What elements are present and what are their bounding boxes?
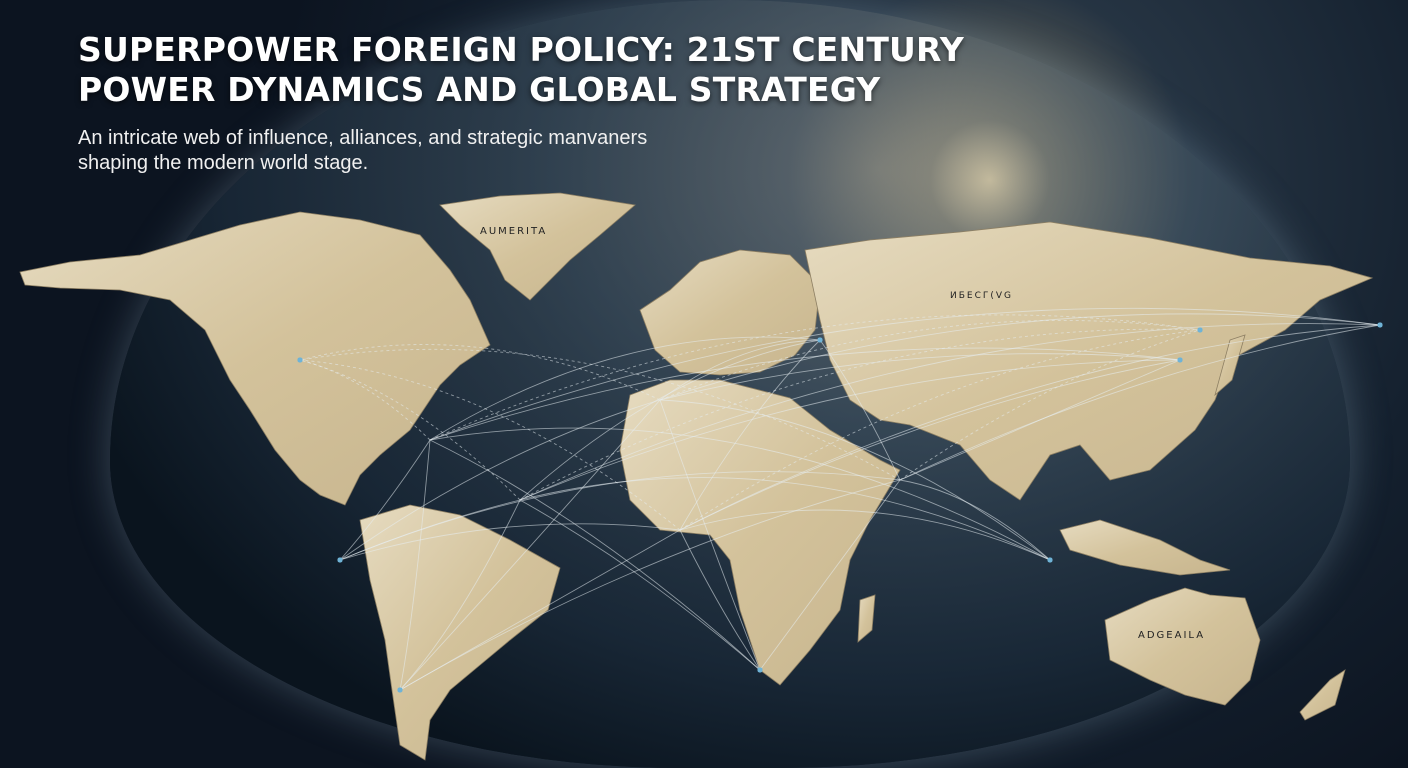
route-arc (659, 313, 1381, 401)
route-arc (429, 307, 1381, 441)
page-title: SUPERPOWER FOREIGN POLICY: 21ST CENTURY … (78, 30, 964, 110)
route-arc (429, 427, 1051, 561)
europe (639, 249, 821, 376)
route-arc (399, 499, 521, 691)
greenland (439, 192, 636, 301)
route-arc (679, 329, 1201, 531)
route-arc (679, 324, 1381, 531)
route-arc (519, 323, 1381, 501)
north-america (19, 211, 491, 506)
route-marker (1377, 322, 1383, 328)
route-marker (1047, 557, 1053, 563)
route-arc (399, 399, 661, 691)
new-zealand (1299, 669, 1346, 721)
map-label-asia: ИБЕСГ(VG (950, 291, 1014, 301)
route-arc (659, 339, 821, 401)
route-arc (399, 439, 431, 691)
route-arc (519, 477, 1051, 561)
route-arc (679, 339, 821, 531)
route-marker (1177, 357, 1183, 363)
map-label-australia: ADGEAILA (1138, 630, 1206, 641)
madagascar (857, 594, 876, 643)
route-arc (899, 479, 1051, 561)
map-label-greenland: AUMERITA (480, 226, 548, 237)
route-arc (659, 319, 1201, 401)
connection-routes (299, 307, 1381, 691)
route-arc (659, 353, 1181, 401)
australia (1104, 587, 1261, 706)
route-arc (399, 479, 901, 691)
route-arc (519, 328, 1201, 501)
south-america (359, 504, 561, 761)
route-arc (519, 339, 821, 501)
route-arc (429, 336, 821, 441)
route-arc (339, 471, 901, 561)
route-arc (679, 509, 1051, 561)
route-arc (659, 399, 1051, 561)
route-arc (819, 339, 901, 481)
route-arc (299, 344, 661, 401)
asia (804, 221, 1374, 501)
route-arc (899, 329, 1201, 481)
route-arc (339, 399, 661, 561)
japan (1214, 334, 1246, 397)
route-arc (339, 523, 681, 561)
route-arc (299, 359, 521, 501)
route-markers (297, 322, 1383, 693)
route-arc (429, 439, 761, 671)
route-arc (429, 314, 1201, 441)
route-arc (679, 359, 1181, 531)
route-arc (299, 359, 681, 531)
indonesia (1059, 519, 1231, 576)
route-arc (679, 529, 761, 671)
route-arc (519, 499, 761, 671)
route-marker (757, 667, 763, 673)
route-marker (817, 337, 823, 343)
route-marker (297, 357, 303, 363)
route-arc (659, 399, 761, 671)
route-arc (339, 439, 431, 561)
africa (619, 379, 901, 686)
route-marker (337, 557, 343, 563)
route-marker (1197, 327, 1203, 333)
route-arc (899, 324, 1381, 481)
title-line-2: POWER DYNAMICS AND GLOBAL STRATEGY (78, 70, 881, 109)
route-arc (429, 347, 1181, 441)
route-arc (759, 479, 901, 671)
page-subtitle: An intricate web of influence, alliances… (78, 127, 648, 174)
route-marker (397, 687, 403, 693)
route-arc (519, 359, 1181, 501)
title-line-1: SUPERPOWER FOREIGN POLICY: 21ST CENTURY (78, 30, 964, 69)
